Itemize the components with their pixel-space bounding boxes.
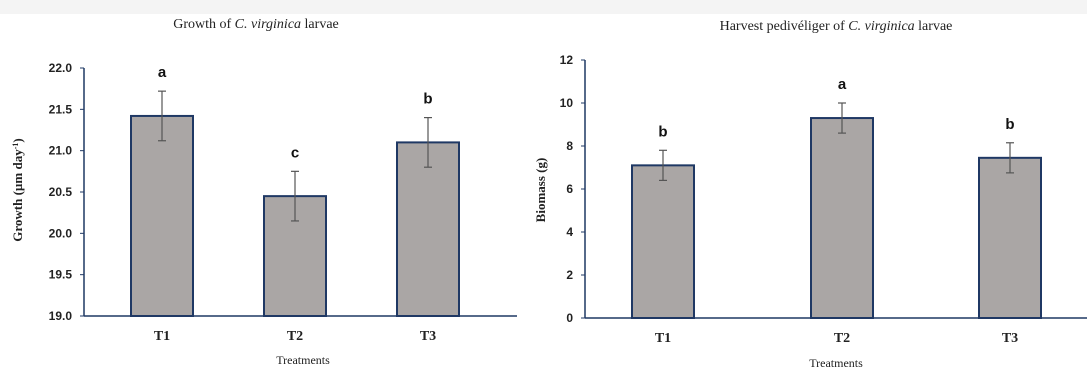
y-tick-label: 20.5 [49, 185, 73, 199]
significance-letter: c [291, 144, 299, 161]
growth-chart: Growth of C. virginica larvae Growth (µm… [10, 17, 517, 367]
y-tick-label: 4 [566, 225, 573, 239]
bar [978, 156, 1042, 319]
bar [631, 164, 695, 319]
y-axis-title: Biomass (g) [533, 158, 548, 223]
y-tick-label: 2 [566, 268, 573, 282]
y-tick-label: 19.0 [49, 309, 73, 323]
y-tick-label: 0 [566, 311, 573, 325]
significance-letter: a [838, 76, 847, 93]
bar [810, 117, 874, 319]
significance-letter: b [1005, 116, 1014, 133]
background-band [0, 0, 1087, 14]
y-tick-label: 20.0 [49, 226, 73, 240]
y-tick-label: 22.0 [49, 61, 73, 75]
category-label: T2 [287, 329, 303, 344]
x-axis-title: Treatments [809, 356, 863, 370]
chart-title: Growth of C. virginica larvae [173, 17, 339, 32]
significance-letter: b [658, 123, 667, 140]
y-tick-label: 12 [560, 53, 574, 67]
biomass-chart: Harvest pedivéliger of C. virginica larv… [533, 19, 1087, 370]
category-label: T3 [1002, 331, 1018, 346]
y-axis-title: Growth (µm day-1) [10, 138, 25, 242]
y-tick-label: 10 [560, 96, 574, 110]
x-axis-title: Treatments [276, 353, 330, 367]
bar [396, 141, 460, 317]
category-label: T3 [420, 329, 436, 344]
y-tick-label: 19.5 [49, 268, 73, 282]
plot-area: 19.0 19.5 20.0 20.5 21.0 21.5 22.0 T1 a T2 c T3 b [49, 61, 517, 344]
category-label: T2 [834, 331, 850, 346]
category-label: T1 [154, 329, 170, 344]
significance-letter: a [158, 64, 167, 81]
plot-area: 0 2 4 6 8 10 12 T1 b T2 a T3 b [560, 53, 1087, 346]
significance-letter: b [423, 91, 432, 108]
y-tick-label: 21.5 [49, 102, 73, 116]
y-tick-label: 21.0 [49, 144, 73, 158]
category-label: T1 [655, 331, 671, 346]
chart-title: Harvest pedivéliger of C. virginica larv… [720, 19, 953, 34]
y-tick-label: 8 [566, 139, 573, 153]
y-tick-label: 6 [566, 182, 573, 196]
bar [130, 114, 194, 317]
